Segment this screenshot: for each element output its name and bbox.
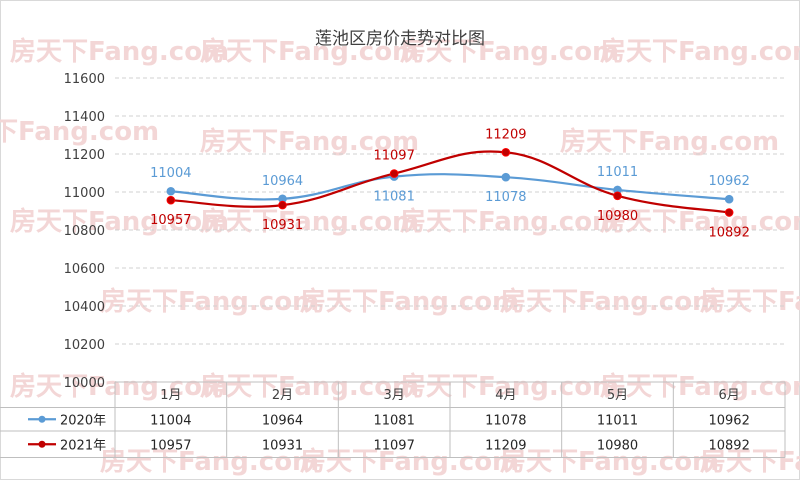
data-label: 10980 (597, 209, 638, 224)
chart-title: 莲池区房价走势对比图 (315, 29, 485, 49)
y-tick-label: 11200 (64, 148, 105, 163)
data-label: 10892 (708, 226, 749, 241)
table-cell: 10962 (708, 413, 749, 428)
watermark-text: 房天下Fang.com (600, 372, 800, 402)
watermark-text: 房天下Fang.com (400, 372, 619, 402)
y-tick-label: 10600 (64, 262, 105, 277)
y-tick-label: 10400 (64, 300, 105, 315)
x-category-label: 3月 (384, 388, 405, 403)
table-cell: 11004 (150, 413, 191, 428)
watermark-text: 房天下Fang.com (200, 372, 419, 402)
watermark-text: 房天下Fang.com (200, 127, 419, 157)
table-cell: 11209 (485, 438, 526, 453)
table-cell: 11081 (373, 413, 414, 428)
y-tick-label: 11600 (64, 72, 105, 87)
series-line (170, 150, 730, 214)
watermark-text: 房天下Fang.com (100, 287, 319, 317)
data-label: 10964 (262, 174, 303, 189)
watermark-text: 房天下Fang.com (560, 127, 779, 157)
y-tick-label: 10800 (64, 224, 105, 239)
table-cell: 10957 (150, 438, 191, 453)
legend-series-name: 2020年 (60, 413, 106, 428)
watermark-text: 房天下Fang.com (10, 37, 229, 67)
legend-swatch-marker (38, 415, 46, 423)
series-line (170, 173, 730, 201)
y-tick-label: 10200 (64, 338, 105, 353)
watermark-text: 房天下Fang.com (400, 37, 619, 67)
data-label: 10931 (262, 218, 303, 233)
watermark-text: 房天下Fang.com (100, 447, 319, 477)
watermark-layer: 房天下Fang.com房天下Fang.com房天下Fang.com房天下Fang… (0, 37, 800, 477)
y-tick-label: 11000 (64, 186, 105, 201)
y-tick-label: 10000 (64, 376, 105, 391)
table-cell: 10964 (262, 413, 303, 428)
data-point (724, 194, 734, 204)
data-label: 10957 (150, 213, 191, 228)
data-label: 11004 (150, 166, 191, 181)
x-category-label: 1月 (160, 388, 181, 403)
data-label: 11209 (485, 127, 526, 142)
watermark-text: 房天下Fang.com (600, 37, 800, 67)
data-label: 11011 (597, 165, 638, 180)
table-cell: 11011 (597, 413, 638, 428)
watermark-text: 房天下Fang.com (10, 372, 229, 402)
table-cell: 10931 (262, 438, 303, 453)
y-axis-ticks: 10000 10200 10400 10600 10800 11000 11200 11400… (64, 72, 105, 391)
watermark-text: 房天下Fang.com (600, 207, 800, 237)
data-label: 11081 (373, 190, 414, 205)
x-category-label: 4月 (495, 388, 516, 403)
series-layer: 11004 10964 11081 11078 11011 10962 10957 10931… (150, 127, 750, 240)
watermark-text: 房天下Fang.com (700, 287, 800, 317)
watermark-text: 房天下Fang.com (200, 37, 419, 67)
data-point (613, 191, 622, 201)
y-tick-label: 11400 (64, 110, 105, 125)
data-table: 1月 2月 3月 4月 5月 6月 2020年 11004 10964 11081 11078 110… (0, 381, 786, 458)
data-label: 11097 (373, 149, 414, 164)
legend-series-name: 2021年 (60, 438, 106, 453)
data-point (166, 186, 176, 196)
watermark-text: 房天下Fang.com (0, 117, 159, 147)
table-cell: 11097 (373, 438, 414, 453)
legend-swatch-marker (38, 440, 46, 448)
data-point (166, 195, 176, 205)
x-category-label: 5月 (607, 388, 628, 403)
x-category-label: 2月 (272, 388, 293, 403)
table-cell: 11078 (485, 413, 526, 428)
watermark-text: 房天下Fang.com (500, 447, 719, 477)
data-point (501, 147, 511, 157)
watermark-text: 房天下Fang.com (10, 207, 229, 237)
watermark-text: 房天下Fang.com (700, 447, 800, 477)
data-label: 10962 (708, 174, 749, 189)
data-point (501, 172, 511, 182)
watermark-text: 房天下Fang.com (300, 287, 519, 317)
data-label: 11078 (485, 190, 526, 205)
watermark-text: 房天下Fang.com (200, 207, 419, 237)
watermark-text: 房天下Fang.com (400, 207, 619, 237)
x-category-label: 6月 (719, 388, 740, 403)
watermark-text: 房天下Fang.com (500, 287, 719, 317)
table-cell: 10980 (597, 438, 638, 453)
data-point (389, 169, 399, 178)
data-point (724, 208, 734, 217)
watermark-text: 房天下Fang.com (300, 447, 519, 477)
table-cell: 10892 (708, 438, 749, 453)
data-point (278, 200, 287, 210)
